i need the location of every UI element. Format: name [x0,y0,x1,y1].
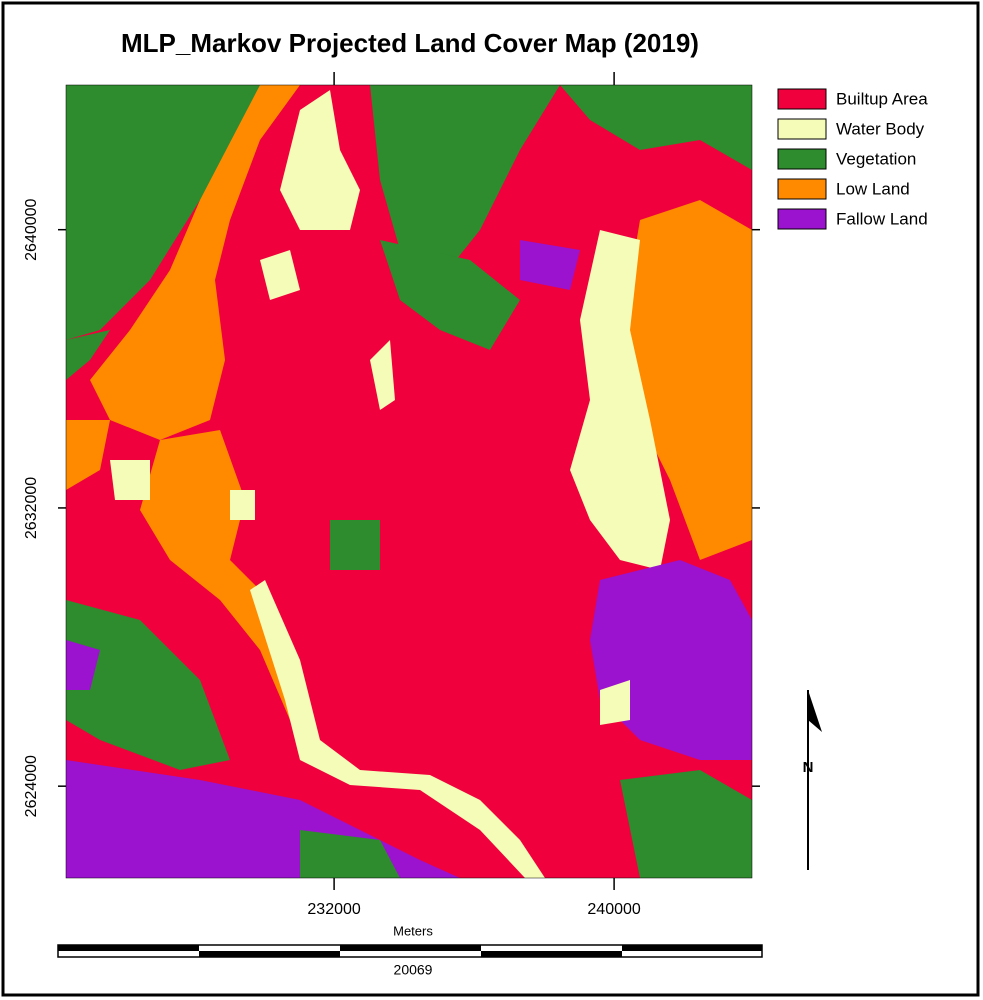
land-cover-patch [90,85,300,440]
land-cover-patch [560,85,752,170]
land-cover-patch [280,90,360,230]
land-cover-patch [66,330,110,380]
land-cover-patch [590,560,752,760]
land-cover-patch [110,460,150,500]
land-cover-patch [370,340,395,410]
legend-label: Low Land [836,179,910,198]
land-cover-patch [330,520,380,570]
map-frame [65,84,753,879]
scale-bar-segment [58,945,199,951]
scale-bar-segment [481,951,622,957]
legend-label: Water Body [836,119,925,138]
land-cover-patch [66,420,110,490]
north-arrow-head [808,690,822,732]
legend-label: Vegetation [836,149,916,168]
y-tick-label: 2624000 [23,755,40,817]
land-cover-patch [66,600,230,770]
land-cover-patch [570,230,670,570]
legend-swatch [777,148,827,170]
legend-swatch [777,178,827,200]
land-cover-raster [66,85,752,878]
scale-bar-segment [340,945,481,951]
x-tick-label: 240000 [587,901,640,918]
land-cover-patch [300,830,400,878]
x-tick-label: 232000 [307,901,360,918]
legend-swatch [777,208,827,230]
scale-bar [57,944,763,958]
north-label: N [803,759,814,776]
land-cover-patch [66,640,100,690]
map-title: MLP_Markov Projected Land Cover Map (201… [121,28,699,58]
land-cover-patch [260,250,300,300]
y-tick-label: 2632000 [23,477,40,539]
land-cover-patch [230,490,255,520]
land-cover-patch [380,240,520,350]
land-cover-patch [600,680,630,725]
y-tick-label: 2640000 [23,198,40,260]
scale-bar-label: 20069 [394,962,433,978]
scale-bar-segment [199,951,340,957]
north-arrow [807,690,822,870]
legend-label: Builtup Area [836,89,928,108]
land-cover-patch [370,85,560,280]
land-cover-patch [620,770,752,878]
land-cover-patch [66,85,260,340]
legend-swatch [777,118,827,140]
legend-swatch [777,88,827,110]
land-cover-patch [620,200,752,560]
land-cover-patch [520,240,580,290]
legend-label: Fallow Land [836,209,928,228]
x-axis-label: Meters [393,923,433,938]
land-cover-patch [250,580,545,878]
scale-bar-segment [622,945,762,951]
